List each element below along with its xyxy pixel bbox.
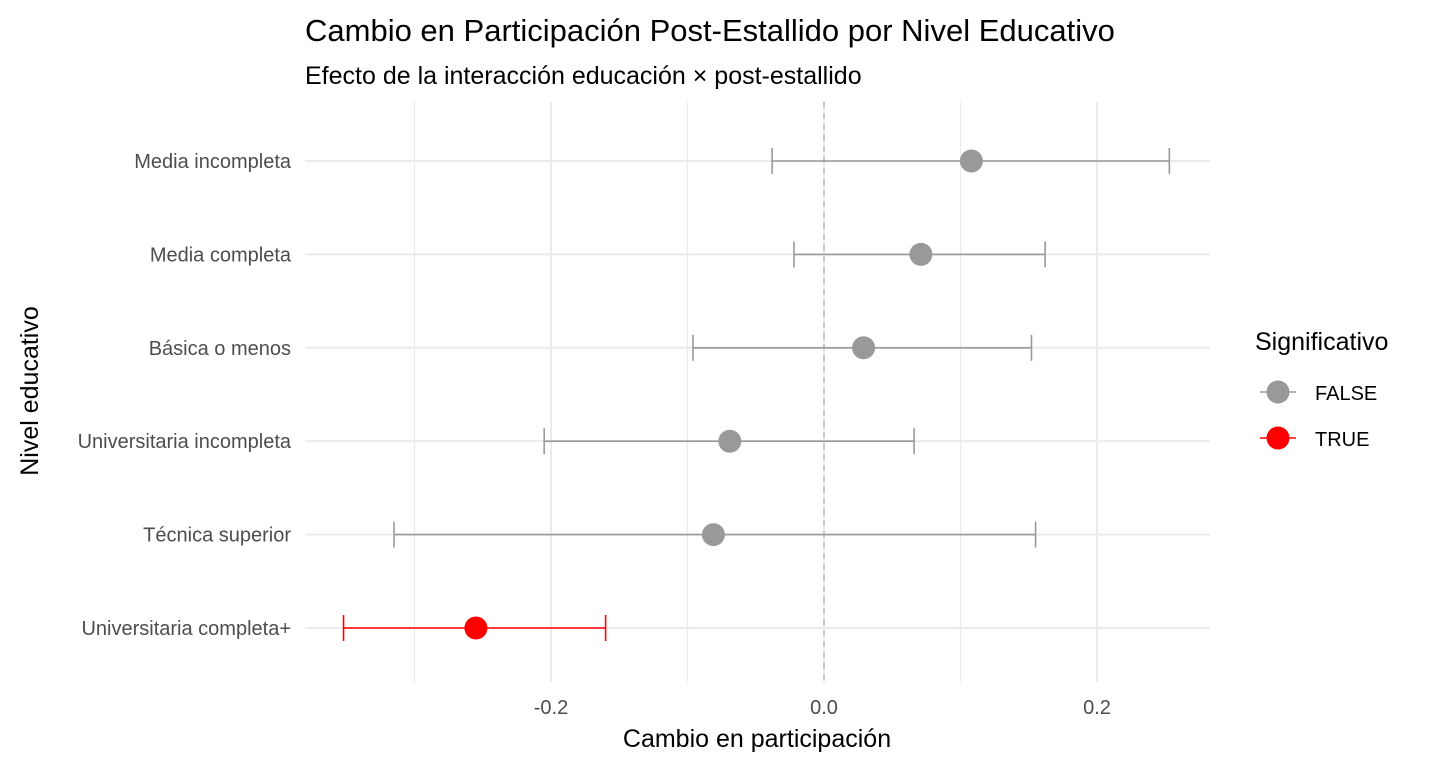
x-tick-label: 0.2	[1083, 697, 1111, 719]
x-tick-label: 0.0	[810, 697, 838, 719]
point-layer	[464, 149, 983, 640]
y-tick-label: Básica o menos	[149, 338, 291, 360]
legend-label: TRUE	[1315, 429, 1369, 451]
y-tick-label: Técnica superior	[143, 525, 291, 547]
y-axis-title: Nivel educativo	[16, 306, 44, 476]
chart-title: Cambio en Participación Post-Estallido p…	[305, 13, 1115, 48]
data-point	[909, 242, 933, 266]
legend-key-point	[1266, 426, 1290, 450]
data-point	[701, 523, 725, 547]
y-tick-label: Universitaria completa+	[81, 618, 291, 640]
data-point	[464, 616, 488, 640]
legend-key-point	[1266, 380, 1290, 404]
chart-subtitle: Efecto de la interacción educación × pos…	[305, 62, 862, 90]
errorbar-layer	[342, 148, 1171, 641]
legend-items: FALSE TRUE	[1260, 380, 1377, 451]
data-point	[959, 149, 983, 173]
legend: Significativo FALSE TRUE	[1255, 328, 1388, 451]
legend-title: Significativo	[1255, 328, 1388, 356]
y-tick-label: Media completa	[150, 244, 292, 266]
y-tick-label: Universitaria incompleta	[78, 431, 292, 453]
x-axis-title: Cambio en participación	[623, 725, 891, 753]
grid-layer	[305, 102, 1210, 682]
x-tick-labels: -0.2 0.0 0.2	[534, 697, 1111, 719]
y-tick-label: Media incompleta	[134, 151, 292, 173]
data-point	[852, 336, 876, 360]
legend-label: FALSE	[1315, 383, 1377, 405]
y-tick-labels: Media incompleta Media completa Básica o m…	[78, 151, 292, 640]
x-tick-label: -0.2	[534, 697, 568, 719]
data-point	[718, 429, 742, 453]
